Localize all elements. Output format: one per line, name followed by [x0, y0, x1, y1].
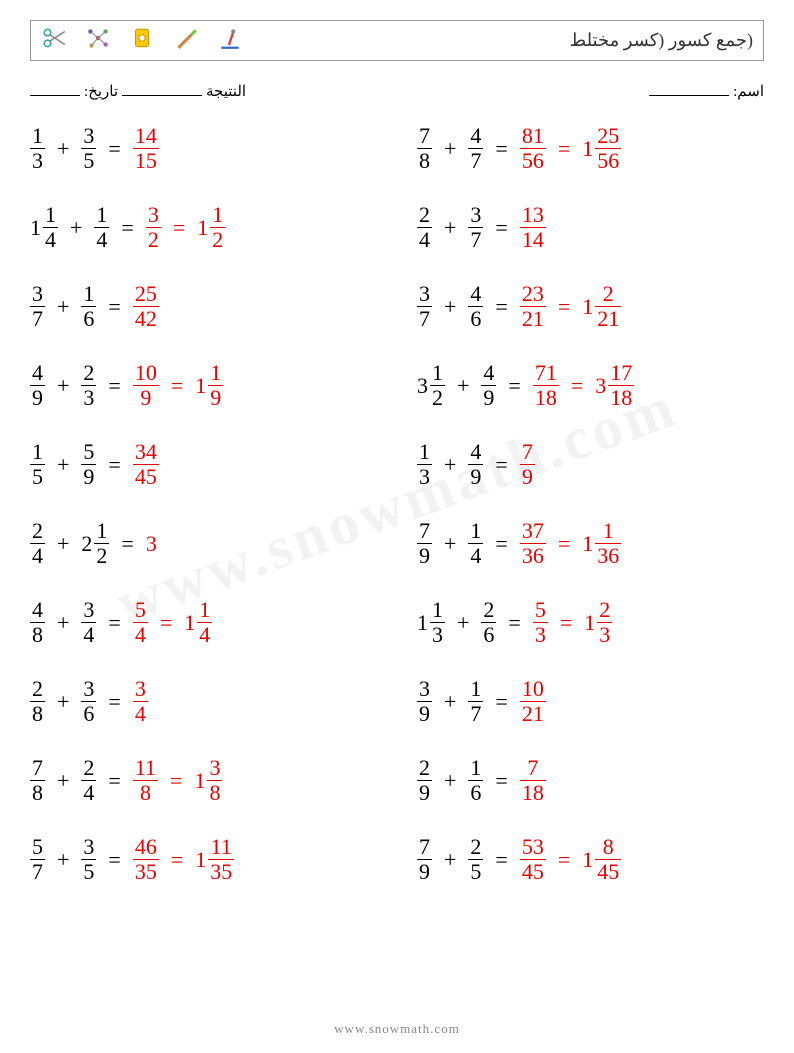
problem: 24+212=3 — [30, 520, 377, 567]
problem: 113+26=53=123 — [417, 599, 764, 646]
problem: 49+23=109=119 — [30, 362, 377, 409]
score-blank[interactable] — [122, 81, 202, 96]
date-label: تاريخ: — [84, 82, 118, 101]
problem: 78+24=118=138 — [30, 757, 377, 804]
problem: 13+49=79 — [417, 441, 764, 488]
problem: 13+35=1415 — [30, 125, 377, 172]
problem: 114+14=32=112 — [30, 204, 377, 251]
problem: 79+14=3736=1136 — [417, 520, 764, 567]
problem: 29+16=718 — [417, 757, 764, 804]
problem: 57+35=4635=11135 — [30, 836, 377, 883]
name-label: اسم: — [733, 82, 764, 101]
score-label: النتيجة — [206, 82, 246, 101]
molecule-icon — [85, 25, 111, 56]
problem: 312+49=7118=31718 — [417, 362, 764, 409]
date-blank[interactable] — [30, 81, 80, 96]
problem: 39+17=1021 — [417, 678, 764, 725]
footer-url: www.snowmath.com — [0, 1021, 794, 1037]
problem: 37+16=2542 — [30, 283, 377, 330]
problem: 37+46=2321=1221 — [417, 283, 764, 330]
problem: 28+36=34 — [30, 678, 377, 725]
microscope-icon — [217, 25, 243, 56]
problem: 79+25=5345=1845 — [417, 836, 764, 883]
meta-row: اسم: النتيجة تاريخ: — [30, 81, 764, 101]
sharpener-icon — [129, 25, 155, 56]
problem: 15+59=3445 — [30, 441, 377, 488]
right-column: 78+47=8156=12556 24+37=1314 37+46=2321=122… — [417, 125, 764, 883]
worksheet-header: (جمع كسور (كسر مختلط — [30, 20, 764, 61]
name-blank[interactable] — [649, 81, 729, 96]
scissors-icon — [41, 25, 67, 56]
problem: 24+37=1314 — [417, 204, 764, 251]
brush-icon — [173, 25, 199, 56]
problem: 78+47=8156=12556 — [417, 125, 764, 172]
worksheet-title: (جمع كسور (كسر مختلط — [569, 30, 753, 51]
problem: 48+34=54=114 — [30, 599, 377, 646]
left-column: 13+35=1415 114+14=32=112 37+16=2542 49+23=1… — [30, 125, 377, 883]
header-icons — [41, 25, 243, 56]
